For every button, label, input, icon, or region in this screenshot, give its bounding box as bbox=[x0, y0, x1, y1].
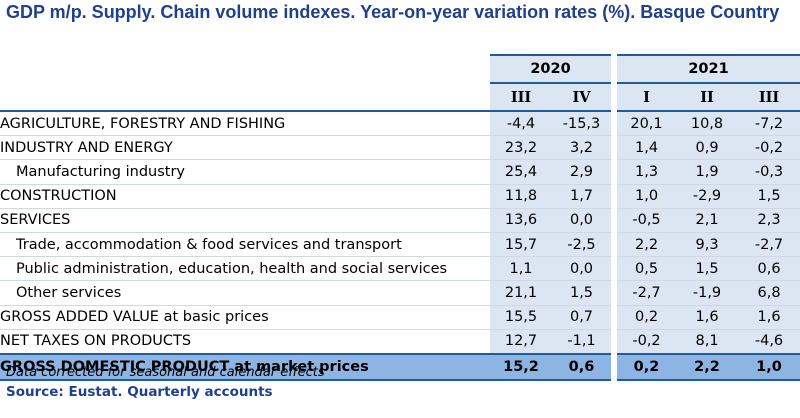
row-label: CONSTRUCTION bbox=[0, 184, 490, 209]
total-label: GROSS DOMESTIC PRODUCT at market prices bbox=[0, 352, 490, 381]
cell-value: -4,4 bbox=[490, 111, 552, 137]
cell-value: -0,2 bbox=[738, 135, 800, 161]
cell-value: -0,5 bbox=[611, 208, 677, 233]
cell-value: -0,3 bbox=[738, 159, 800, 185]
table-row: GROSS ADDED VALUE at basic prices 15,5 0… bbox=[0, 305, 800, 330]
cell-value: 12,7 bbox=[490, 329, 552, 355]
cell-value: 2,3 bbox=[738, 208, 800, 233]
cell-value: 1,1 bbox=[490, 256, 552, 282]
cell-value: 0,0 bbox=[552, 208, 615, 233]
source-note: Source: Eustat. Quarterly accounts bbox=[6, 384, 273, 400]
cell-value: -2,7 bbox=[611, 280, 677, 306]
cell-value: -2,5 bbox=[552, 232, 615, 258]
cell-value: -7,2 bbox=[738, 111, 800, 137]
cell-value: 9,3 bbox=[676, 232, 739, 258]
cell-value: 1,5 bbox=[676, 256, 739, 282]
cell-value: 13,6 bbox=[490, 208, 552, 233]
year-header-row: 2020 2021 bbox=[0, 54, 800, 84]
total-value: 0,6 bbox=[552, 352, 615, 381]
row-label: NET TAXES ON PRODUCTS bbox=[0, 329, 490, 355]
table-row: CONSTRUCTION 11,8 1,7 1,0 -2,9 1,5 bbox=[0, 184, 800, 209]
row-label: AGRICULTURE, FORESTRY AND FISHING bbox=[0, 111, 490, 137]
cell-value: 0,5 bbox=[611, 256, 677, 282]
cell-value: -1,9 bbox=[676, 280, 739, 306]
table-row: Other services 21,1 1,5 -2,7 -1,9 6,8 bbox=[0, 280, 800, 306]
cell-value: -15,3 bbox=[552, 111, 615, 137]
table-row: AGRICULTURE, FORESTRY AND FISHING -4,4 -… bbox=[0, 111, 800, 137]
total-row: GROSS DOMESTIC PRODUCT at market prices … bbox=[0, 352, 800, 381]
cell-value: 0,2 bbox=[611, 305, 677, 330]
cell-value: 1,4 bbox=[611, 135, 677, 161]
row-label: GROSS ADDED VALUE at basic prices bbox=[0, 305, 490, 330]
cell-value: 1,5 bbox=[552, 280, 615, 306]
table-row: SERVICES 13,6 0,0 -0,5 2,1 2,3 bbox=[0, 208, 800, 233]
year-header-2021: 2021 bbox=[611, 54, 800, 84]
quarter-header: III bbox=[490, 83, 552, 111]
cell-value: 11,8 bbox=[490, 184, 552, 209]
cell-value: 1,6 bbox=[738, 305, 800, 330]
cell-value: 1,9 bbox=[676, 159, 739, 185]
total-value: 15,2 bbox=[490, 352, 552, 381]
cell-value: 2,9 bbox=[552, 159, 615, 185]
cell-value: 3,2 bbox=[552, 135, 615, 161]
quarter-header-row: III IV I II III bbox=[0, 83, 800, 111]
row-label: Other services bbox=[0, 280, 490, 306]
year-header-2020: 2020 bbox=[490, 54, 615, 84]
cell-value: 0,6 bbox=[738, 256, 800, 282]
cell-value: -0,2 bbox=[611, 329, 677, 355]
quarter-header: I bbox=[611, 83, 677, 111]
cell-value: -2,9 bbox=[676, 184, 739, 209]
cell-value: 15,7 bbox=[490, 232, 552, 258]
cell-value: 6,8 bbox=[738, 280, 800, 306]
table-row: Trade, accommodation & food services and… bbox=[0, 232, 800, 258]
total-value: 2,2 bbox=[676, 352, 739, 381]
cell-value: 1,5 bbox=[738, 184, 800, 209]
cell-value: 1,3 bbox=[611, 159, 677, 185]
cell-value: 2,2 bbox=[611, 232, 677, 258]
cell-value: 0,9 bbox=[676, 135, 739, 161]
table-row: Public administration, education, health… bbox=[0, 256, 800, 282]
header-blank bbox=[0, 55, 490, 83]
cell-value: 25,4 bbox=[490, 159, 552, 185]
cell-value: 2,1 bbox=[676, 208, 739, 233]
cell-value: -4,6 bbox=[738, 329, 800, 355]
table-row: INDUSTRY AND ENERGY 23,2 3,2 1,4 0,9 -0,… bbox=[0, 135, 800, 161]
footnote: Data corrected for seasonal and calendar… bbox=[6, 365, 325, 380]
cell-value: 0,0 bbox=[552, 256, 615, 282]
row-label: Public administration, education, health… bbox=[0, 256, 490, 282]
total-value: 1,0 bbox=[738, 352, 800, 381]
row-label: Trade, accommodation & food services and… bbox=[0, 232, 490, 258]
cell-value: 0,7 bbox=[552, 305, 615, 330]
cell-value: 1,6 bbox=[676, 305, 739, 330]
quarter-header: II bbox=[676, 83, 739, 111]
cell-value: 1,7 bbox=[552, 184, 615, 209]
row-label: Manufacturing industry bbox=[0, 159, 490, 185]
quarter-header: IV bbox=[552, 83, 615, 111]
cell-value: -2,7 bbox=[738, 232, 800, 258]
gdp-table: 2020 2021 III IV I II III AGRICULTURE, F… bbox=[0, 54, 800, 381]
table-row: NET TAXES ON PRODUCTS 12,7 -1,1 -0,2 8,1… bbox=[0, 329, 800, 355]
row-label: INDUSTRY AND ENERGY bbox=[0, 135, 490, 161]
cell-value: 10,8 bbox=[676, 111, 739, 137]
row-label: SERVICES bbox=[0, 208, 490, 233]
cell-value: 1,0 bbox=[611, 184, 677, 209]
cell-value: 20,1 bbox=[611, 111, 677, 137]
cell-value: 23,2 bbox=[490, 135, 552, 161]
cell-value: 8,1 bbox=[676, 329, 739, 355]
quarter-header: III bbox=[738, 83, 800, 111]
table-title: GDP m/p. Supply. Chain volume indexes. Y… bbox=[6, 2, 780, 22]
cell-value: -1,1 bbox=[552, 329, 615, 355]
header-blank bbox=[0, 83, 490, 111]
cell-value: 21,1 bbox=[490, 280, 552, 306]
total-value: 0,2 bbox=[611, 352, 677, 381]
cell-value: 15,5 bbox=[490, 305, 552, 330]
table-row: Manufacturing industry 25,4 2,9 1,3 1,9 … bbox=[0, 159, 800, 185]
